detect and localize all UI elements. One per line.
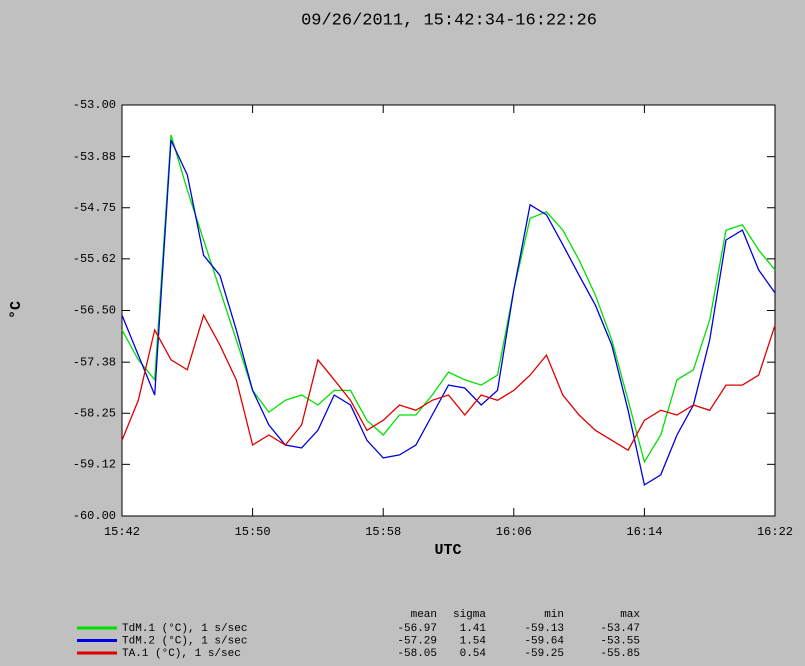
- y-tick-label: -54.75: [73, 201, 116, 215]
- chart-title: 09/26/2011, 15:42:34-16:22:26: [301, 11, 597, 30]
- y-tick-label: -59.12: [73, 458, 116, 472]
- x-tick-label: 16:22: [757, 525, 793, 539]
- stats-header: sigma: [453, 609, 486, 621]
- stats-cell: 0.54: [460, 648, 487, 660]
- y-tick-label: -57.38: [73, 355, 116, 369]
- stats-cell: 1.54: [460, 635, 487, 647]
- series-line: [121, 134, 776, 464]
- stats-cell: -56.97: [397, 623, 437, 635]
- x-tick-label: 15:58: [365, 525, 401, 539]
- stats-cell: -53.55: [600, 635, 640, 647]
- x-tick-label: 16:14: [626, 525, 662, 539]
- x-tick-label: 15:42: [104, 525, 140, 539]
- y-tick-label: -53.00: [73, 98, 116, 112]
- legend-label: TdM.1 (°C), 1 s/sec: [122, 623, 247, 635]
- y-tick-label: -53.88: [73, 150, 116, 164]
- stats-cell: -59.25: [524, 648, 564, 660]
- y-tick-label: -60.00: [73, 509, 116, 523]
- stats-cell: -58.05: [397, 648, 437, 660]
- stats-cell: -57.29: [397, 635, 437, 647]
- stats-cell: -55.85: [600, 648, 640, 660]
- stats-cell: -59.13: [524, 623, 564, 635]
- stats-header: mean: [411, 609, 437, 621]
- x-tick-label: 15:50: [235, 525, 271, 539]
- x-tick-label: 16:06: [496, 525, 532, 539]
- series-line: [121, 139, 776, 486]
- legend-label: TA.1 (°C), 1 s/sec: [122, 648, 241, 660]
- x-axis-title: UTC: [434, 542, 461, 559]
- plot-area: [121, 104, 776, 517]
- stats-header: min: [544, 609, 564, 621]
- stats-cell: 1.41: [460, 623, 487, 635]
- y-tick-label: -55.62: [73, 252, 116, 266]
- stats-cell: -53.47: [600, 623, 640, 635]
- legend-label: TdM.2 (°C), 1 s/sec: [122, 635, 247, 647]
- y-tick-label: -56.50: [73, 304, 116, 318]
- stats-header: max: [620, 609, 640, 621]
- stats-cell: -59.64: [524, 635, 564, 647]
- y-tick-label: -58.25: [73, 406, 116, 420]
- y-axis-title: °C: [8, 301, 25, 319]
- series-line: [121, 313, 776, 452]
